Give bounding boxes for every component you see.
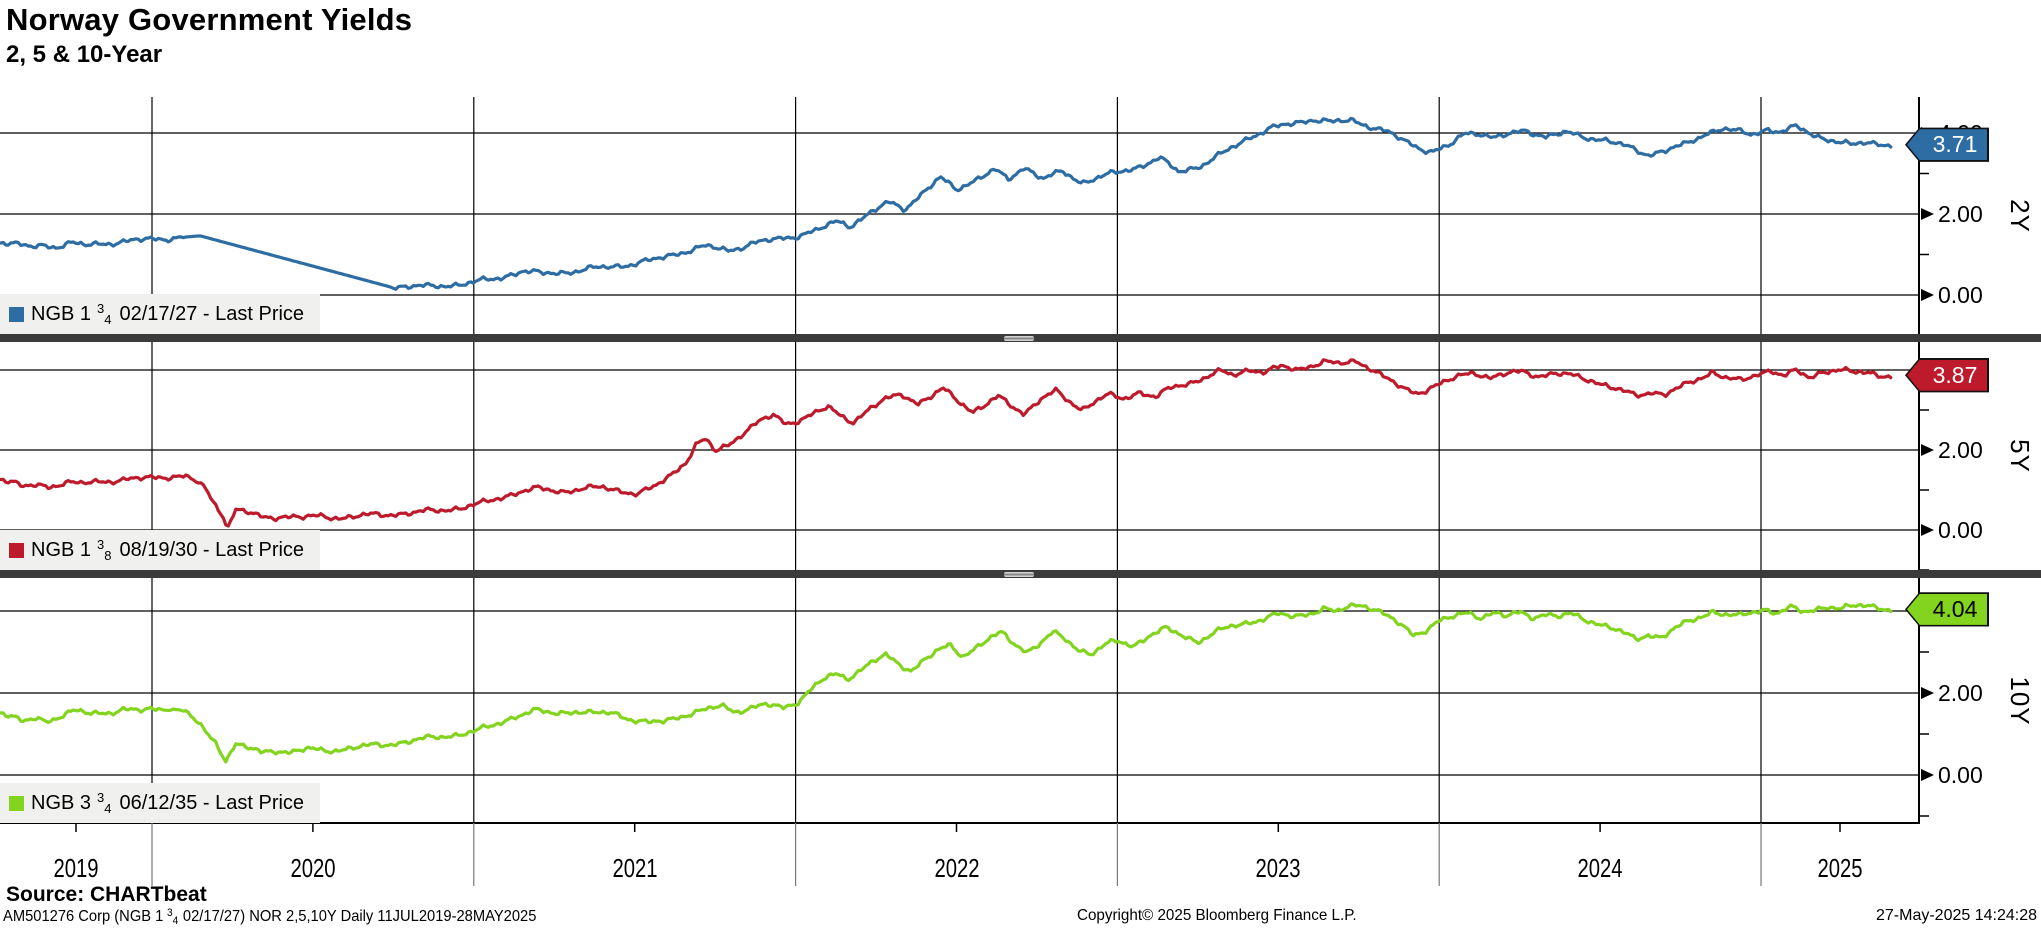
legend-text-2y: NGB 1 34 02/17/27 - Last Price xyxy=(31,301,305,327)
chart-timestamp: 27-May-2025 14:24:28 xyxy=(1876,907,2037,924)
last-price-tag-fill xyxy=(1907,359,1987,391)
last-price-tag-2y: 3.71 xyxy=(1905,127,1989,162)
panel-resize-handle[interactable] xyxy=(1004,571,1034,577)
y-axis-tick-label: 2.00 xyxy=(1938,437,1983,463)
y-tick-arrow-icon xyxy=(1921,687,1934,699)
series-line-5y xyxy=(0,358,1893,528)
panel-axis-label-5y: 5Y xyxy=(2005,439,2035,473)
legend-text-5y: NGB 1 38 08/19/30 - Last Price xyxy=(31,537,305,563)
last-price-tag-10y: 4.04 xyxy=(1905,592,1989,627)
y-tick-arrow-icon xyxy=(1921,208,1934,220)
legend-marker-5y xyxy=(9,542,24,558)
panel-separator[interactable] xyxy=(0,570,2041,578)
y-tick-arrow-icon xyxy=(1921,524,1934,536)
chart-title: Norway Government Yields xyxy=(6,2,413,37)
y-tick-arrow-icon xyxy=(1921,289,1934,301)
last-price-value-2y: 3.71 xyxy=(1932,131,1978,158)
legend-10y[interactable]: NGB 3 34 06/12/35 - Last Price xyxy=(0,783,321,823)
last-price-value-5y: 3.87 xyxy=(1932,361,1978,388)
chart-meta-line: AM501276 Corp (NGB 1 34 02/17/27) NOR 2,5,… xyxy=(3,907,537,927)
x-axis-year-label: 2022 xyxy=(933,853,980,883)
panel-axis-label-2y: 2Y xyxy=(2005,198,2035,233)
panel-resize-handle[interactable] xyxy=(1004,335,1034,341)
x-axis-year-label: 2025 xyxy=(1817,853,1863,883)
last-price-value-10y: 4.04 xyxy=(1932,595,1978,622)
legend-text-10y: NGB 3 34 06/12/35 - Last Price xyxy=(31,790,305,816)
last-price-tag-5y: 3.87 xyxy=(1905,358,1989,393)
y-axis-tick-label: 0.00 xyxy=(1938,517,1983,543)
y-axis-tick-label: 0.00 xyxy=(1938,762,1983,788)
last-price-tag-fill xyxy=(1907,593,1987,625)
copyright-notice: Copyright© 2025 Bloomberg Finance L.P. xyxy=(1077,907,1357,924)
y-tick-arrow-icon xyxy=(1921,769,1934,781)
y-axis-tick-label: 0.00 xyxy=(1938,282,1983,308)
legend-5y[interactable]: NGB 1 38 08/19/30 - Last Price xyxy=(0,530,321,570)
x-axis-year-label: 2024 xyxy=(1577,853,1623,883)
legend-marker-10y xyxy=(9,795,24,811)
x-axis-year-label: 2021 xyxy=(612,853,658,883)
y-tick-arrow-icon xyxy=(1921,444,1934,456)
x-axis-year-label: 2019 xyxy=(53,853,99,883)
y-axis-tick-label: 2.00 xyxy=(1938,201,1983,227)
chart-subtitle: 2, 5 & 10-Year xyxy=(6,41,163,68)
x-axis-year-label: 2020 xyxy=(290,853,336,883)
legend-marker-2y xyxy=(9,306,24,322)
last-price-tag-fill xyxy=(1907,129,1987,161)
legend-2y[interactable]: NGB 1 34 02/17/27 - Last Price xyxy=(0,294,321,334)
series-line-10y xyxy=(0,602,1893,764)
y-axis-tick-label: 2.00 xyxy=(1938,680,1983,706)
panel-axis-label-10y: 10Y xyxy=(2005,675,2035,726)
x-axis-year-label: 2023 xyxy=(1255,853,1301,883)
panel-separator[interactable] xyxy=(0,334,2041,342)
source-label: Source: CHARTbeat xyxy=(6,883,207,906)
series-line-2y xyxy=(0,116,1893,291)
